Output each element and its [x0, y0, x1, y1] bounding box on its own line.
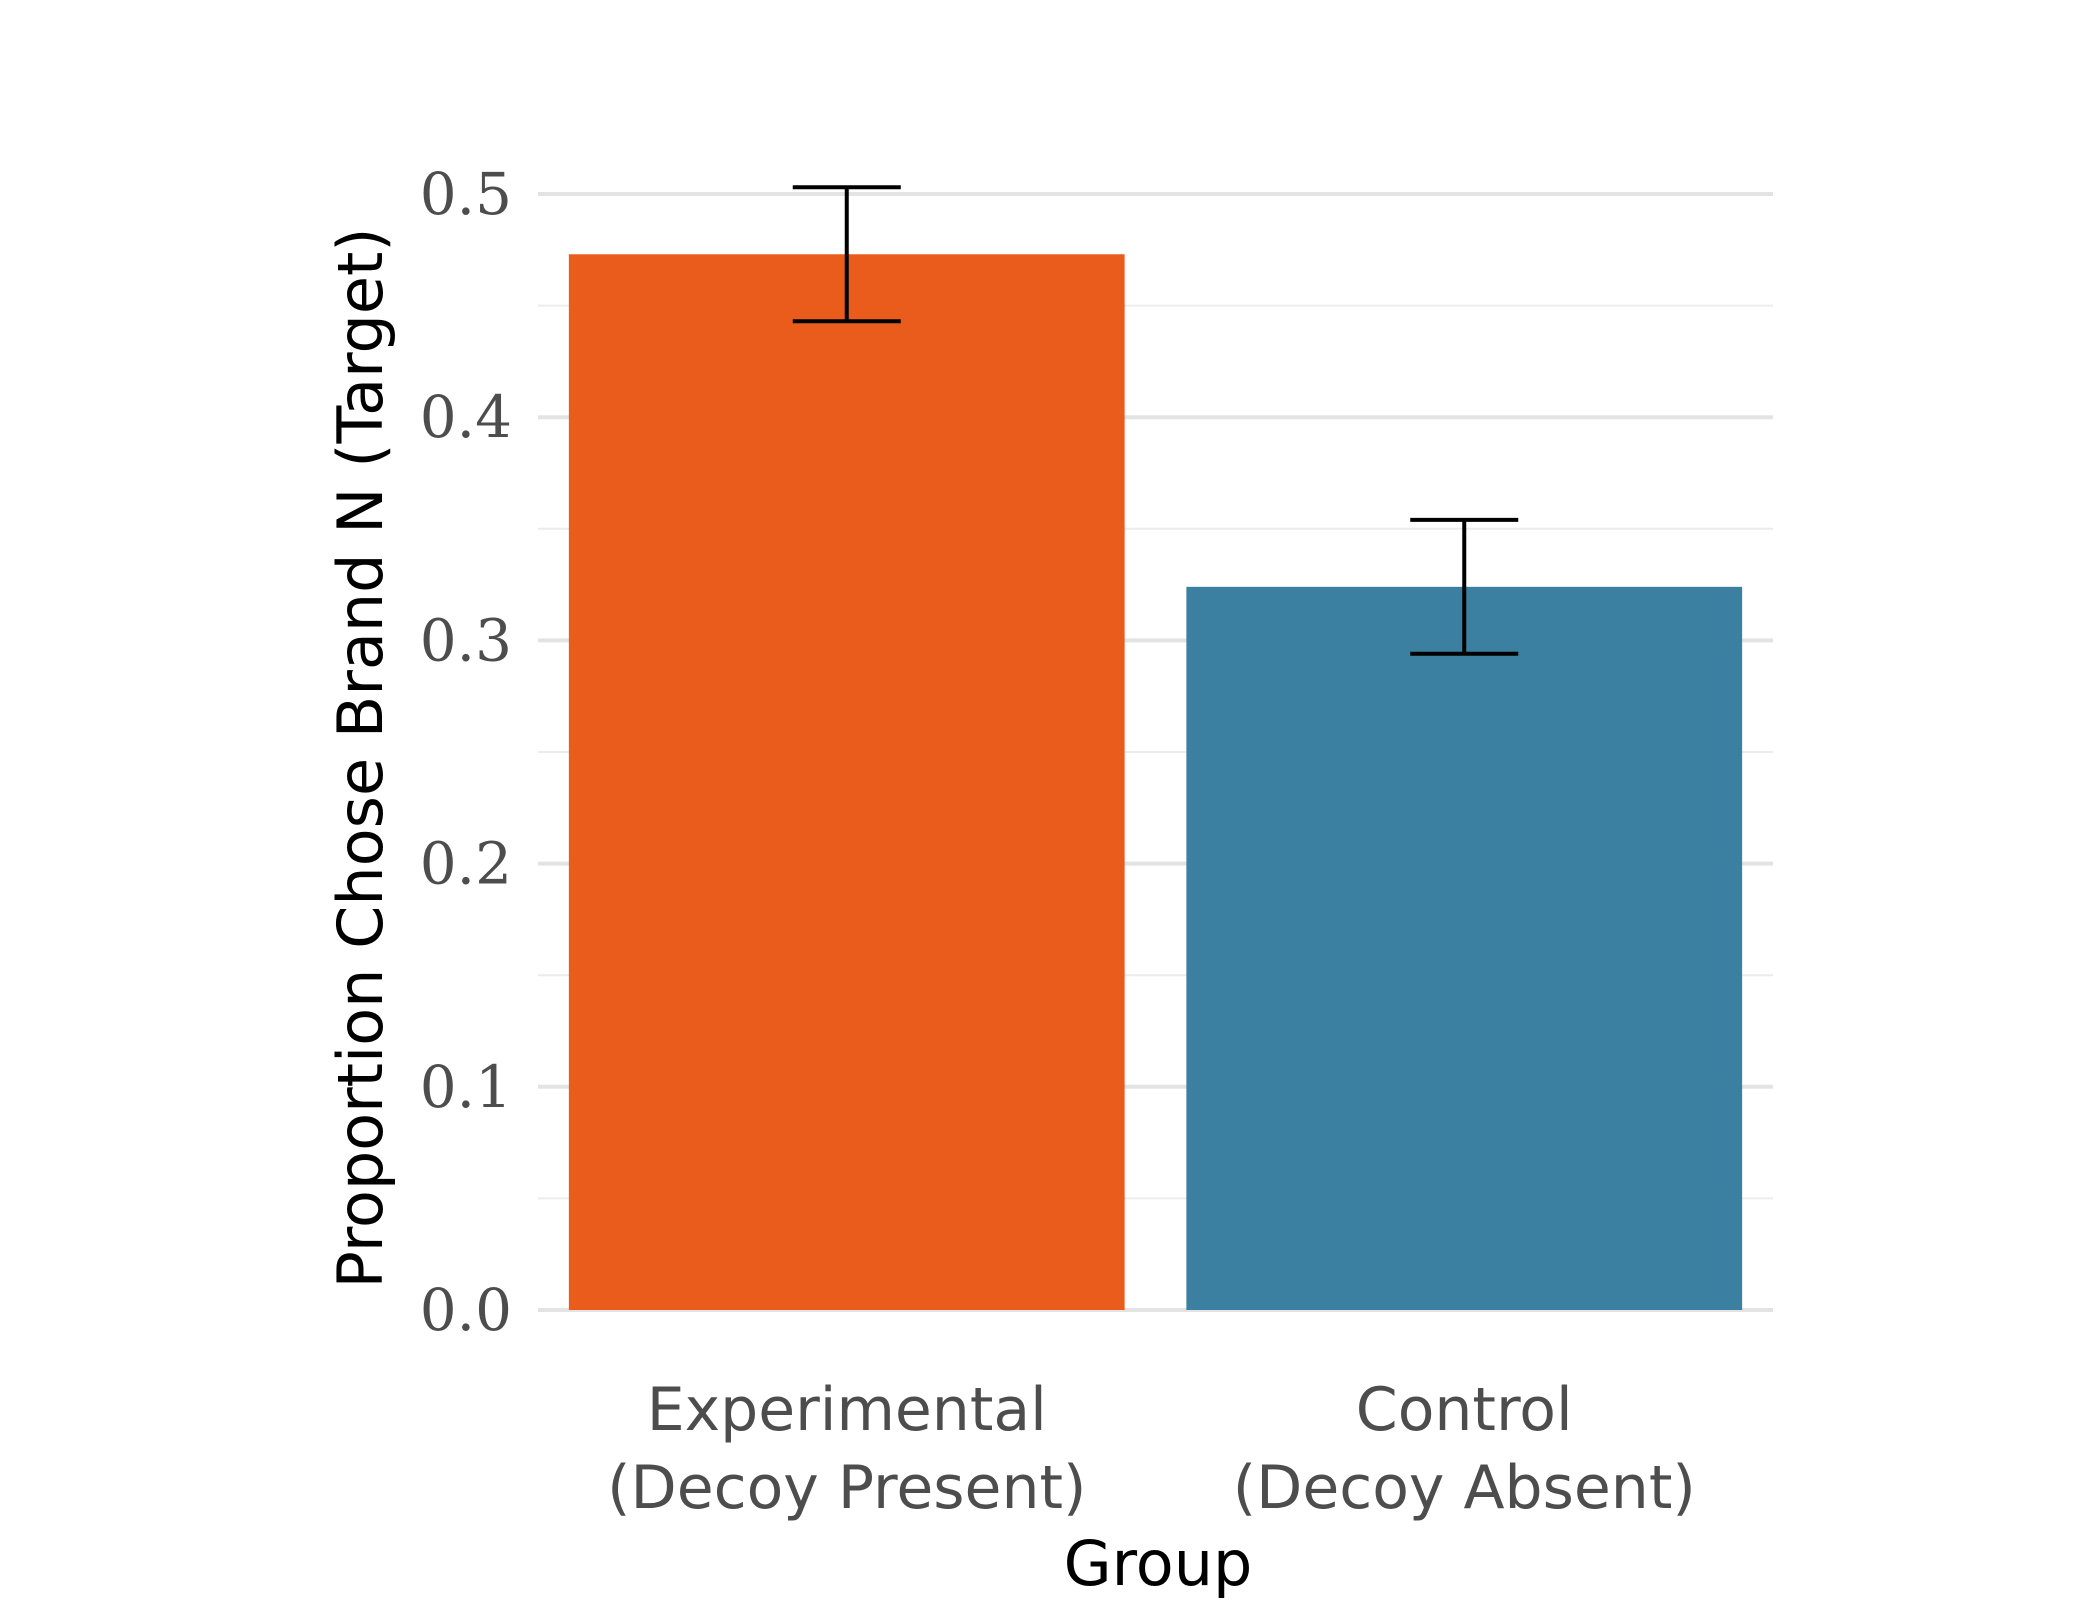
bar — [1186, 586, 1743, 1310]
x-tick-label: (Decoy Absent) — [1233, 1453, 1696, 1523]
x-tick-label: (Decoy Present) — [607, 1453, 1086, 1523]
x-axis-title: Group — [1064, 1527, 1253, 1600]
bar — [568, 254, 1125, 1310]
x-tick-label: Experimental — [647, 1375, 1047, 1445]
y-tick-label: 0.0 — [420, 1276, 512, 1344]
y-tick-label: 0.3 — [420, 606, 512, 674]
y-tick-label: 0.1 — [420, 1053, 512, 1121]
y-tick-label: 0.4 — [420, 383, 512, 451]
y-axis-ticks: 0.0 0.1 0.2 0.3 0.4 0.5 — [420, 160, 512, 1344]
y-tick-label: 0.5 — [420, 160, 512, 228]
x-axis-ticks: Experimental (Decoy Present) Control (Decoy… — [607, 1375, 1696, 1523]
y-tick-label: 0.2 — [420, 830, 512, 898]
error-bars — [792, 185, 1519, 656]
x-tick-label: Control — [1356, 1375, 1573, 1445]
bars — [568, 254, 1743, 1310]
y-axis-title: Proportion Chose Brand N (Target) — [324, 228, 397, 1289]
